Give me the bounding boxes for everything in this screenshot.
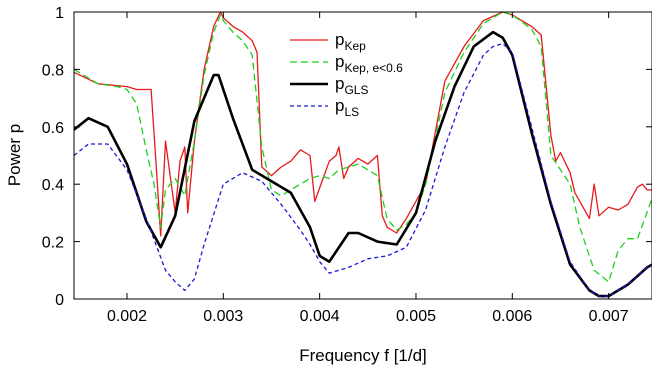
legend-label-0: pKep: [335, 30, 366, 53]
ticks-layer: 0.002 0.003 0.004 0.005 0.006 0.007 0 0.2 0.4 0.6…: [42, 5, 652, 325]
y-tick-label: 1: [55, 5, 64, 22]
y-axis-label: Power p: [5, 124, 24, 186]
plot-frame: [73, 11, 652, 300]
x-tick-label: 0.007: [589, 308, 629, 325]
y-tick-label: 0: [55, 292, 64, 309]
y-tick-label: 0.4: [42, 177, 64, 194]
series-line-2: [74, 30, 652, 298]
series-line-0: [74, 12, 652, 237]
legend-label-2: pGLS: [335, 74, 368, 97]
x-tick-label: 0.002: [107, 308, 147, 325]
series-layer: [74, 12, 652, 298]
series-line-3: [74, 42, 652, 297]
legend-label-3: pLS: [335, 96, 359, 119]
x-tick-label: 0.004: [300, 308, 340, 325]
y-tick-label: 0.6: [42, 120, 64, 137]
x-tick-label: 0.006: [492, 308, 532, 325]
y-tick-label: 0.8: [42, 62, 64, 79]
x-tick-label: 0.003: [203, 308, 243, 325]
y-tick-label: 0.2: [42, 235, 64, 252]
series-line-1: [74, 12, 652, 283]
legend-label-1: pKep, e<0.6: [335, 52, 403, 75]
x-tick-label: 0.005: [396, 308, 436, 325]
x-axis-label: Frequency f [1/d]: [299, 346, 427, 365]
